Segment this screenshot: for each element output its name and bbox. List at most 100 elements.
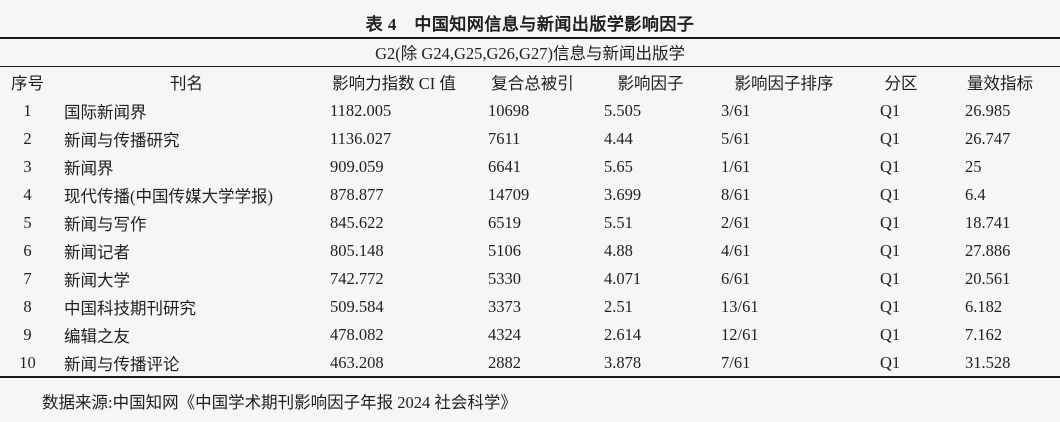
- table-row: 3 新闻界 909.059 6641 5.65 1/61 Q1 25: [0, 153, 1060, 181]
- table-cell: 新闻与写作: [64, 215, 147, 234]
- table-cell: 4.44: [604, 129, 633, 148]
- table-cell: 6/61: [721, 269, 751, 288]
- table-cell: 20.561: [965, 269, 1011, 288]
- table-cell: 3.878: [604, 352, 642, 372]
- table-cell: 4.071: [604, 269, 642, 288]
- table-cell: 5106: [488, 241, 521, 260]
- table-cell: 3373: [488, 297, 521, 316]
- table-cell: 1: [23, 101, 32, 120]
- table-cell: 31.528: [965, 352, 1011, 372]
- table-cell: 7611: [488, 129, 521, 148]
- table-cell: 3: [23, 157, 32, 176]
- group-header: G2(除 G24,G25,G26,G27)信息与新闻出版学: [0, 38, 1060, 67]
- table-cell: 6.182: [965, 297, 1003, 316]
- table-cell: 4: [23, 185, 32, 204]
- table-cell: Q1: [880, 325, 901, 344]
- table-cell: Q1: [880, 352, 901, 372]
- table-cell: 新闻与传播研究: [64, 131, 180, 150]
- table-row: 5 新闻与写作 845.622 6519 5.51 2/61 Q1 18.741: [0, 209, 1060, 237]
- table-cell: 5.65: [604, 157, 633, 176]
- table-cell: 26.747: [965, 129, 1011, 148]
- table-cell: 13/61: [721, 297, 759, 316]
- table-row: 7 新闻大学 742.772 5330 4.071 6/61 Q1 20.561: [0, 265, 1060, 293]
- table-row: 9 编辑之友 478.082 4324 2.614 12/61 Q1 7.162: [0, 321, 1060, 349]
- table-cell: 7.162: [965, 325, 1003, 344]
- table-cell: Q1: [880, 185, 901, 204]
- table-cell: 国际新闻界: [64, 103, 147, 122]
- table-cell: 463.208: [330, 352, 384, 372]
- table-cell: 12/61: [721, 325, 759, 344]
- table-cell: 2: [23, 129, 32, 148]
- table-cell: 1182.005: [330, 101, 392, 120]
- column-header: 影响因子: [617, 73, 684, 93]
- table-row: 8 中国科技期刊研究 509.584 3373 2.51 13/61 Q1 6.182: [0, 293, 1060, 321]
- table-cell: 7/61: [721, 352, 751, 372]
- table-cell: 2/61: [721, 213, 751, 232]
- table-row: 10 新闻与传播评论 463.208 2882 3.878 7/61 Q1 31.528: [0, 349, 1060, 377]
- table-cell: Q1: [880, 269, 901, 288]
- table-cell: 1136.027: [330, 129, 392, 148]
- group-header-row: G2(除 G24,G25,G26,G27)信息与新闻出版学: [0, 38, 1060, 67]
- table-cell: 现代传播(中国传媒大学学报): [64, 187, 273, 206]
- table-cell: 1/61: [721, 157, 751, 176]
- table-cell: Q1: [880, 297, 901, 316]
- table-cell: Q1: [880, 241, 901, 260]
- impact-factor-table: G2(除 G24,G25,G26,G27)信息与新闻出版学 序号 刊名 影响力指数 …: [0, 37, 1060, 378]
- column-header: 刊名: [170, 73, 203, 93]
- table-cell: 18.741: [965, 213, 1011, 232]
- table-cell: Q1: [880, 213, 901, 232]
- table-cell: 新闻大学: [64, 271, 130, 290]
- table-cell: 4.88: [604, 241, 633, 260]
- table-cell: 8: [23, 297, 32, 316]
- table-cell: 9: [23, 325, 32, 344]
- table-cell: 2882: [488, 352, 521, 372]
- table-cell: 5.505: [604, 101, 642, 120]
- column-header: 影响力指数 CI 值: [332, 73, 456, 93]
- table-cell: 878.877: [330, 185, 384, 204]
- table-cell: 5.51: [604, 213, 633, 232]
- table-cell: 中国科技期刊研究: [64, 299, 196, 318]
- table-cell: Q1: [880, 157, 901, 176]
- table-row: 1 国际新闻界 1182.005 10698 5.505 3/61 Q1 26.985: [0, 97, 1060, 125]
- table-cell: 6519: [488, 213, 521, 232]
- column-header: 复合总被引: [491, 73, 574, 93]
- column-header: 影响因子排序: [734, 73, 834, 93]
- table-cell: 27.886: [965, 241, 1011, 260]
- column-header: 分区: [884, 73, 918, 93]
- table-cell: 新闻记者: [64, 243, 130, 262]
- table-row: 6 新闻记者 805.148 5106 4.88 4/61 Q1 27.886: [0, 237, 1060, 265]
- table-cell: 509.584: [330, 297, 384, 316]
- table-cell: 25: [965, 157, 982, 176]
- column-header: 量效指标: [967, 73, 1034, 93]
- table-cell: 编辑之友: [64, 327, 130, 346]
- column-header: 序号: [11, 73, 44, 93]
- table-cell: 5/61: [721, 129, 751, 148]
- table-row: 4 现代传播(中国传媒大学学报) 878.877 14709 3.699 8/61 Q1 6.…: [0, 181, 1060, 209]
- table-cell: 7: [23, 269, 32, 288]
- table-cell: 4/61: [721, 241, 751, 260]
- table-cell: 6.4: [965, 185, 986, 204]
- table-body: 1 国际新闻界 1182.005 10698 5.505 3/61 Q1 26.985 2 新闻与…: [0, 97, 1060, 377]
- table-cell: 805.148: [330, 241, 384, 260]
- table-cell: 26.985: [965, 101, 1011, 120]
- table-cell: 3.699: [604, 185, 642, 204]
- table-cell: 2.614: [604, 325, 642, 344]
- table-cell: Q1: [880, 101, 901, 120]
- table-cell: 4324: [488, 325, 521, 344]
- table-cell: 8/61: [721, 185, 751, 204]
- table-cell: 909.059: [330, 157, 384, 176]
- table-caption: 表 4 中国知网信息与新闻出版学影响因子: [365, 15, 695, 34]
- header-row: 序号 刊名 影响力指数 CI 值 复合总被引 影响因子 影响因子排序 分区 量效指标: [0, 66, 1060, 97]
- table-cell: 14709: [488, 185, 530, 204]
- table-cell: 新闻界: [64, 159, 114, 178]
- table-cell: 742.772: [330, 269, 384, 288]
- table-cell: 10698: [488, 101, 530, 120]
- table-cell: 845.622: [330, 213, 384, 232]
- table-cell: 3/61: [721, 101, 751, 120]
- table-cell: 新闻与传播评论: [64, 354, 180, 374]
- table-row: 2 新闻与传播研究 1136.027 7611 4.44 5/61 Q1 26.747: [0, 125, 1060, 153]
- data-source-note: 数据来源:中国知网《中国学术期刊影响因子年报 2024 社会科学》: [42, 393, 517, 412]
- table-cell: 6641: [488, 157, 521, 176]
- table-cell: 5: [23, 213, 32, 232]
- table-cell: 6: [23, 241, 32, 260]
